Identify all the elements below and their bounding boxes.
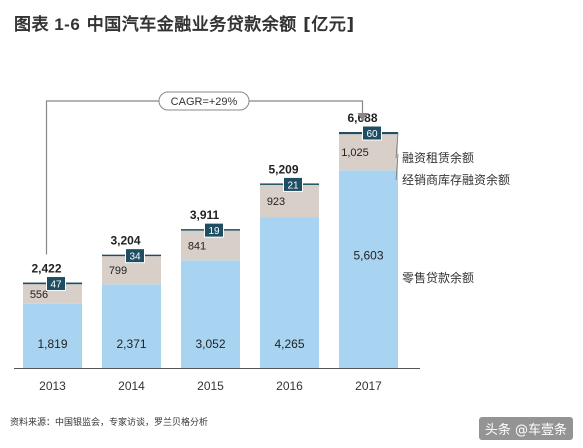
label-retail-2016: 4,265 <box>274 337 304 351</box>
x-tick-2013: 2013 <box>39 379 66 393</box>
legend-dealer: 经销商库存融资余额 <box>402 172 510 187</box>
chart-title-main: 中国汽车金融业务贷款余额 [亿元] <box>86 15 355 35</box>
label-total-2014: 3,204 <box>110 234 140 248</box>
leasing-box-2015 <box>204 222 224 238</box>
x-tick-2017: 2017 <box>355 379 382 393</box>
legend-leader-leasing <box>395 132 399 159</box>
x-tick-2014: 2014 <box>118 379 145 393</box>
bar-retail-2017 <box>339 170 398 368</box>
label-leasing-2017: 60 <box>366 129 378 140</box>
leasing-box-2017 <box>362 125 382 141</box>
label-total-2016: 5,209 <box>268 162 298 176</box>
x-tick-2016: 2016 <box>276 379 303 393</box>
label-retail-2015: 3,052 <box>195 337 225 351</box>
cagr-pill <box>158 91 250 111</box>
watermark: 头条 @车壹条 <box>478 417 573 440</box>
bar-dealer-2013 <box>23 284 82 304</box>
label-total-2015: 3,911 <box>190 208 220 222</box>
source-note: 资料来源：中国银监会，专家访谈，罗兰贝格分析 <box>10 418 209 428</box>
cagr-arrowhead <box>357 113 368 121</box>
legend-leasing: 融资租赁余额 <box>402 150 474 165</box>
label-leasing-2013: 47 <box>50 280 62 291</box>
leasing-box-2016 <box>283 176 303 192</box>
bar-retail-2013 <box>23 303 82 368</box>
legend-retail: 零售贷款余额 <box>402 270 474 285</box>
label-leasing-2015: 19 <box>208 226 220 237</box>
bar-retail-2016 <box>260 217 319 368</box>
label-leasing-2016: 21 <box>287 180 299 191</box>
label-leasing-2014: 34 <box>129 252 141 263</box>
label-retail-2014: 2,371 <box>116 337 146 351</box>
label-dealer-2013: 556 <box>30 289 48 301</box>
label-dealer-2016: 923 <box>267 196 285 208</box>
label-total-2013: 2,422 <box>31 262 61 276</box>
leasing-box-2014 <box>125 248 145 264</box>
bar-retail-2014 <box>102 284 161 368</box>
label-retail-2017: 5,603 <box>353 248 383 262</box>
label-dealer-2014: 799 <box>109 265 127 277</box>
leasing-box-2013 <box>46 276 66 292</box>
label-dealer-2017: 1,025 <box>341 147 369 159</box>
bar-retail-2015 <box>181 260 240 368</box>
label-dealer-2015: 841 <box>188 240 206 252</box>
chart-title-prefix: 图表 1-6 <box>14 15 81 34</box>
cagr-label: CAGR=+29% <box>171 96 238 108</box>
label-retail-2013: 1,819 <box>37 337 67 351</box>
legend-leader-dealer <box>395 154 399 181</box>
x-tick-2015: 2015 <box>197 379 224 393</box>
chart-title: 图表 1-6 中国汽车金融业务贷款余额 [亿元] <box>14 10 355 35</box>
